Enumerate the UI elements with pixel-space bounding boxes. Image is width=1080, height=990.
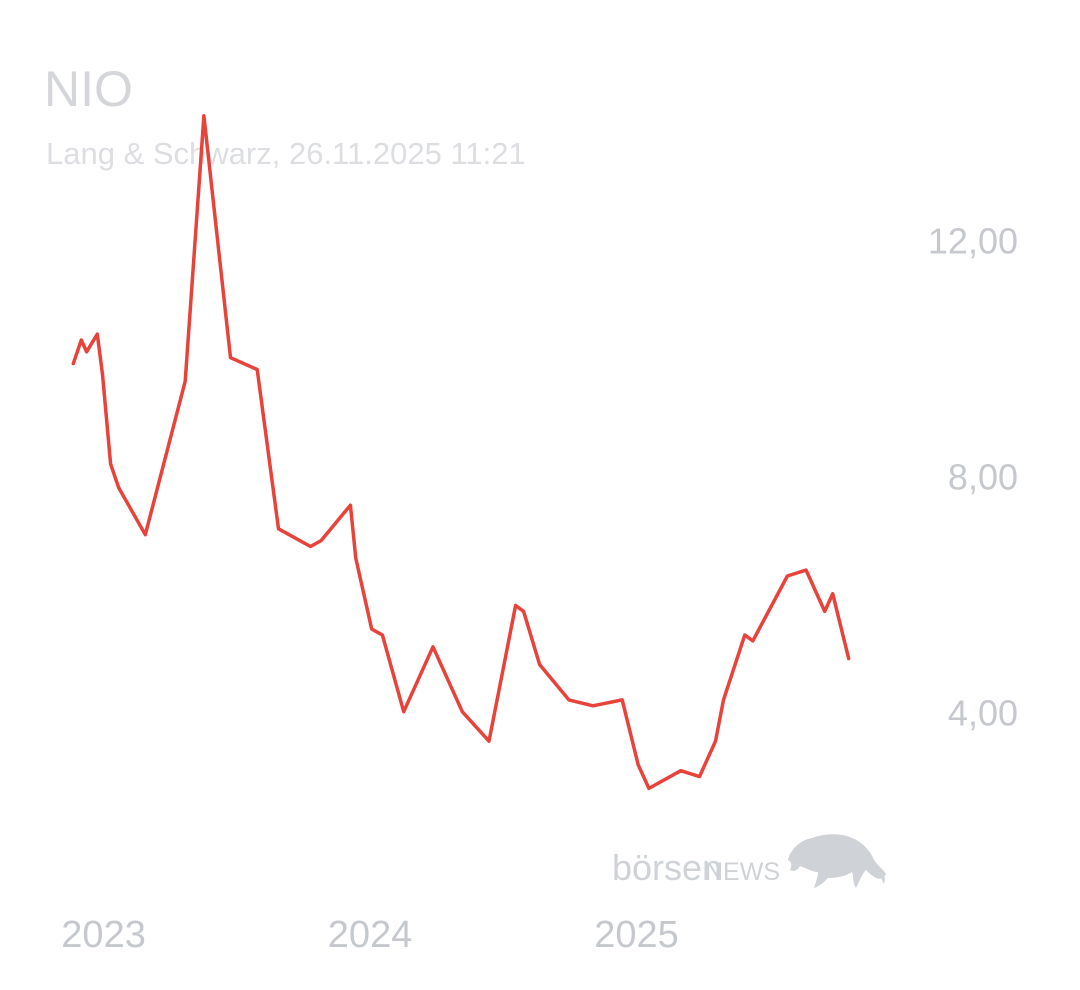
chart-title: NIO xyxy=(44,61,133,117)
tick-layer: 12,00 8,00 4,00 2023 2024 2025 xyxy=(61,221,1018,956)
y-tick-label: 12,00 xyxy=(928,221,1018,262)
watermark: börsen NEWS xyxy=(612,834,886,888)
y-tick-label: 8,00 xyxy=(948,457,1018,498)
chart-subtitle: Lang & Schwarz, 26.11.2025 11:21 xyxy=(46,136,526,171)
y-tick-label: 4,00 xyxy=(948,693,1018,734)
watermark-text-right: NEWS xyxy=(705,858,780,886)
x-tick-label: 2025 xyxy=(594,914,679,956)
watermark-text-left: börsen xyxy=(612,847,722,888)
x-tick-label: 2024 xyxy=(328,914,413,956)
line-layer xyxy=(71,114,851,791)
bull-icon xyxy=(788,834,886,888)
x-tick-label: 2023 xyxy=(61,914,146,956)
price-line-series-0 xyxy=(71,114,851,791)
